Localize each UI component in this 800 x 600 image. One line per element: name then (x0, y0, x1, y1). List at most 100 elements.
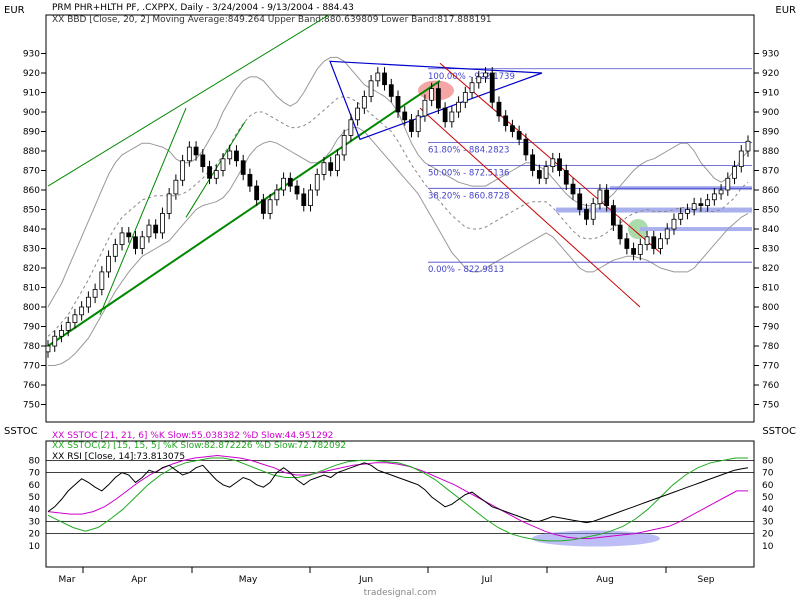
candle-body (375, 72, 381, 82)
candle-body (516, 131, 522, 140)
fib-level-label: 0.00% - 822.9813 (428, 265, 504, 275)
candle-body (287, 177, 293, 187)
osc-tick-label-left: 60 (29, 481, 41, 491)
chart-title: PRM PHR+HLTH PF, .CXPPX, Daily - 3/24/20… (52, 3, 354, 13)
candle-body (435, 88, 441, 109)
candle-body (166, 193, 172, 214)
candle-body (462, 92, 468, 103)
candle-body (732, 166, 737, 179)
candle-body (429, 88, 435, 101)
osc-tick-label-left: 80 (29, 456, 41, 466)
price-tick-label-left: 830 (23, 245, 40, 255)
candle-body (496, 101, 502, 117)
oscillator-lines (46, 454, 754, 547)
candle-body (489, 72, 495, 103)
price-tick-label-right: 770 (762, 362, 779, 372)
candle-body (139, 236, 145, 249)
price-tick-label-left: 890 (23, 128, 40, 138)
oscillator-label-left: SSTOC (4, 426, 38, 437)
price-tick-label-right: 890 (762, 128, 779, 138)
moving-average-line (47, 95, 749, 337)
candle-body (631, 248, 636, 255)
osc-tick-label-right: 10 (762, 542, 774, 552)
price-tick-label-right: 910 (762, 89, 779, 99)
down-channel-upper (439, 62, 661, 253)
candle-body (335, 154, 340, 171)
candle-body (193, 146, 199, 156)
candle-body (409, 119, 414, 132)
price-tick-label-right: 750 (762, 401, 779, 411)
price-tick-label-right: 850 (762, 206, 779, 216)
candle-body (658, 238, 663, 249)
axes: 750 750 760 760 770 770 780 780 790 790 800 800 810 8… (23, 50, 780, 586)
candle-body (341, 134, 347, 156)
candle-body (705, 199, 711, 206)
price-tick-label-right: 810 (762, 284, 779, 294)
x-tick-label: Jun (358, 575, 373, 585)
price-tick-label-right: 800 (762, 303, 779, 313)
candle-body (456, 101, 461, 113)
candle-body (698, 203, 704, 206)
candle-body (267, 199, 273, 214)
legend-stoch-15: XX SSTOC(2) [15, 15, 5] %K Slow:82.87222… (52, 441, 346, 451)
osc-tick-label-left: 10 (29, 542, 41, 552)
blue-zone-band (556, 207, 752, 213)
osc-tick-label-left: 40 (29, 505, 41, 515)
x-tick-label: Sep (698, 575, 715, 585)
legend-rsi: XX RSI [Close, 14]:73.813075 (52, 452, 185, 462)
candle-body (449, 111, 455, 123)
candle-body (52, 335, 58, 347)
price-tick-label-right: 880 (762, 147, 779, 157)
rsi-line (47, 462, 749, 524)
stoch-15-line (47, 457, 748, 542)
fib-level-label: 50.00% - 872.5136 (428, 169, 509, 179)
osc-tick-label-right: 50 (762, 493, 774, 503)
trend-channel-upper (47, 15, 330, 187)
x-tick-label: May (239, 575, 258, 585)
price-tick-label-left: 750 (23, 401, 40, 411)
candle-body (557, 158, 562, 171)
osc-tick-label-left: 50 (29, 493, 41, 503)
osc-tick-label-right: 40 (762, 505, 774, 515)
candle-body (678, 212, 684, 220)
candle-body (186, 146, 192, 162)
candle-body (254, 185, 260, 201)
candle-body (106, 255, 111, 273)
currency-label-right: EUR (775, 5, 796, 16)
candle-body (200, 154, 206, 167)
candle-body (395, 96, 401, 113)
price-tick-label-left: 810 (23, 284, 40, 294)
candle-body (160, 212, 165, 234)
candle-body (59, 329, 64, 337)
price-tick-label-left: 770 (23, 362, 40, 372)
candle-body (624, 238, 630, 249)
trend-channel-steep-2 (185, 121, 246, 218)
x-tick-label: Aug (596, 575, 614, 585)
price-tick-label-left: 780 (23, 342, 40, 352)
legend-stoch-21: XX SSTOC [21, 21, 6] %K Slow:55.038382 %… (52, 431, 333, 441)
price-tick-label-left: 820 (23, 264, 40, 274)
osc-tick-label-left: 30 (29, 517, 41, 527)
x-tick-label: Apr (131, 575, 147, 585)
price-tick-label-left: 910 (23, 89, 40, 99)
candle-body (388, 84, 394, 97)
price-tick-label-left: 840 (23, 225, 40, 235)
candle-body (247, 173, 253, 187)
price-tick-label-right: 870 (762, 167, 779, 177)
candle-body (685, 209, 690, 214)
candle-body (260, 199, 266, 214)
fibonacci-levels: 100.00% - 922.1739 61.80% - 884.2823 50.00… (428, 68, 752, 275)
price-tick-label-right: 780 (762, 342, 779, 352)
candle-body (153, 224, 159, 234)
candle-body (274, 189, 280, 201)
candle-body (469, 82, 475, 93)
candle-body (725, 177, 731, 191)
currency-label-left: EUR (4, 5, 25, 16)
candle-body (610, 205, 616, 226)
main-trend-line (47, 79, 441, 347)
candle-body (415, 115, 421, 132)
candle-body (536, 170, 542, 179)
price-tick-label-right: 790 (762, 323, 779, 333)
price-tick-label-right: 860 (762, 186, 779, 196)
oscillator-plot (46, 454, 754, 547)
